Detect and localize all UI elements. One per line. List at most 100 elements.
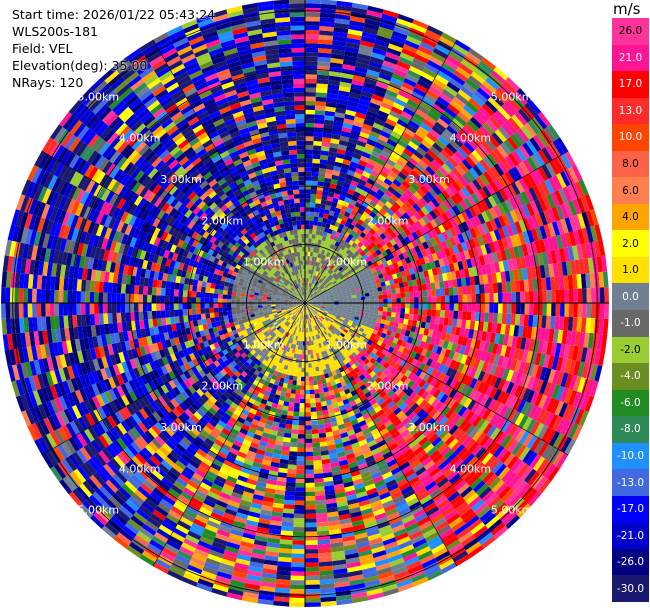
velocity-gate — [317, 289, 321, 293]
velocity-gate — [305, 145, 314, 150]
velocity-gate — [498, 292, 503, 303]
velocity-gate — [325, 279, 331, 284]
velocity-gate — [388, 43, 403, 53]
velocity-gate — [422, 194, 432, 204]
velocity-gate — [474, 190, 484, 202]
velocity-gate — [403, 220, 412, 229]
velocity-gate — [378, 294, 384, 300]
velocity-gate — [534, 151, 546, 167]
velocity-gate — [409, 303, 415, 309]
velocity-gate — [342, 182, 351, 189]
velocity-gate — [340, 277, 346, 282]
velocity-gate — [396, 187, 405, 196]
velocity-gate — [293, 371, 298, 377]
velocity-gate — [354, 238, 361, 245]
velocity-gate — [305, 211, 310, 217]
velocity-gate — [308, 273, 312, 279]
velocity-gate — [365, 251, 372, 257]
velocity-gate — [358, 225, 366, 232]
velocity-gate — [324, 266, 329, 271]
velocity-gate — [327, 88, 339, 95]
velocity-gate — [501, 313, 507, 325]
velocity-gate — [465, 184, 475, 196]
velocity-gate — [403, 244, 411, 252]
velocity-gate — [405, 73, 419, 84]
velocity-gate — [568, 288, 574, 303]
velocity-gate — [331, 133, 341, 140]
velocity-gate — [440, 132, 453, 143]
velocity-gate — [307, 298, 311, 302]
velocity-gate — [434, 281, 440, 290]
velocity-gate — [381, 64, 395, 73]
velocity-gate — [378, 263, 385, 270]
velocity-gate — [298, 363, 302, 368]
velocity-gate — [307, 298, 311, 302]
velocity-gate — [337, 176, 346, 183]
velocity-gate — [434, 195, 444, 205]
velocity-gate — [449, 139, 461, 151]
velocity-gate — [305, 571, 320, 576]
velocity-gate — [328, 238, 334, 244]
velocity-gate — [312, 284, 316, 289]
velocity-gate — [350, 254, 357, 260]
velocity-gate — [462, 104, 476, 117]
velocity-gate — [441, 212, 450, 222]
velocity-gate — [394, 255, 401, 263]
velocity-gate — [391, 166, 401, 176]
velocity-gate — [546, 303, 552, 316]
velocity-gate — [344, 196, 352, 204]
velocity-gate — [342, 201, 350, 208]
velocity-gate — [493, 178, 504, 191]
velocity-gate — [378, 306, 384, 312]
velocity-gate — [351, 195, 359, 202]
velocity-gate — [499, 83, 514, 98]
velocity-gate — [458, 62, 474, 75]
velocity-gate — [347, 257, 354, 263]
velocity-gate — [321, 141, 331, 148]
velocity-gate — [422, 224, 431, 233]
velocity-gate — [506, 281, 512, 293]
velocity-gate — [309, 380, 314, 386]
velocity-gate — [361, 221, 369, 229]
velocity-gate — [426, 178, 436, 189]
velocity-gate — [316, 512, 328, 519]
velocity-gate — [371, 196, 380, 204]
velocity-gate — [515, 164, 527, 178]
velocity-gate — [483, 197, 493, 210]
velocity-gate — [312, 163, 320, 168]
velocity-gate — [504, 155, 516, 169]
velocity-gate — [360, 155, 370, 163]
velocity-gate — [482, 122, 495, 136]
velocity-gate — [309, 207, 315, 212]
velocity-gate — [366, 204, 375, 212]
velocity-gate — [358, 193, 367, 201]
velocity-gate — [289, 597, 305, 603]
velocity-gate — [309, 260, 312, 266]
velocity-gate — [440, 288, 445, 296]
velocity-gate — [319, 392, 325, 398]
velocity-gate — [438, 166, 449, 177]
velocity-gate — [434, 226, 442, 236]
velocity-gate — [418, 308, 423, 316]
velocity-gate — [468, 181, 479, 193]
velocity-gate — [297, 443, 305, 448]
velocity-gate — [395, 248, 403, 256]
velocity-gate — [323, 241, 329, 247]
velocity-gate — [313, 291, 317, 296]
velocity-gate — [488, 283, 494, 294]
velocity-gate — [366, 178, 376, 186]
velocity-gate — [412, 285, 418, 292]
velocity-gate — [345, 277, 351, 282]
velocity-gate — [359, 94, 372, 103]
velocity-gate — [367, 65, 382, 73]
velocity-gate — [419, 197, 428, 207]
velocity-gate — [308, 224, 314, 230]
velocity-gate — [331, 278, 336, 284]
velocity-gate — [378, 26, 394, 35]
velocity-gate — [461, 126, 473, 139]
velocity-gate — [388, 154, 399, 164]
velocity-gate — [318, 272, 322, 278]
velocity-gate — [414, 53, 429, 64]
velocity-gate — [312, 279, 316, 285]
velocity-gate — [426, 309, 432, 317]
